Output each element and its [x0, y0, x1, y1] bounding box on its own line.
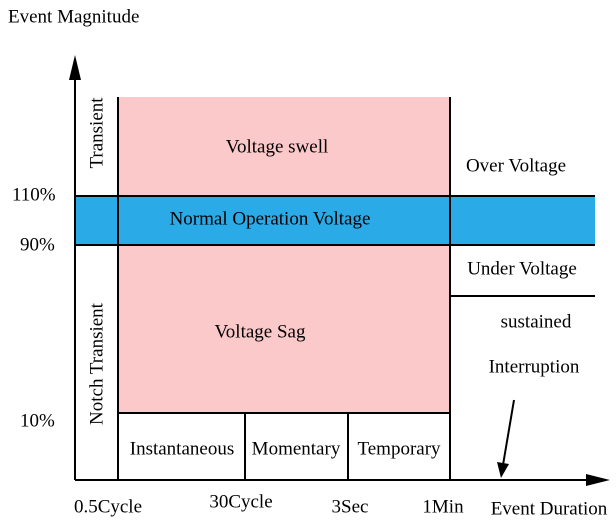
sag-label: Voltage Sag: [215, 321, 306, 342]
duration-label: Instantaneous: [130, 438, 234, 459]
duration-label: Temporary: [357, 438, 441, 459]
normal-label: Normal Operation Voltage: [170, 208, 371, 229]
disturbance-area: [118, 97, 450, 413]
x-label: 3Sec: [332, 496, 369, 517]
swell-label: Voltage swell: [226, 136, 329, 157]
y-label: 90%: [20, 234, 55, 255]
x-title: Event Duration: [491, 498, 608, 519]
y-arrow: [69, 55, 81, 80]
y-label: 110%: [12, 184, 56, 205]
y-label: 10%: [20, 410, 55, 431]
transient-label: Transient: [86, 97, 107, 169]
under-label: Under Voltage: [467, 258, 577, 279]
over-label: Over Voltage: [466, 155, 566, 176]
pointer-line: [502, 399, 515, 466]
x-label: 30Cycle: [209, 491, 272, 512]
notch-label: Notch Transient: [86, 302, 107, 425]
duration-label: Momentary: [252, 438, 341, 459]
y-title: Event Magnitude: [8, 6, 139, 27]
pointer-head: [497, 462, 509, 478]
x-label: 1Min: [422, 496, 464, 517]
sustained-label: Interruption: [489, 356, 580, 377]
sustained-label: sustained: [501, 311, 572, 332]
normal-band: [75, 196, 595, 245]
x-label: 0.5Cycle: [74, 496, 142, 517]
x-arrow: [586, 474, 610, 486]
